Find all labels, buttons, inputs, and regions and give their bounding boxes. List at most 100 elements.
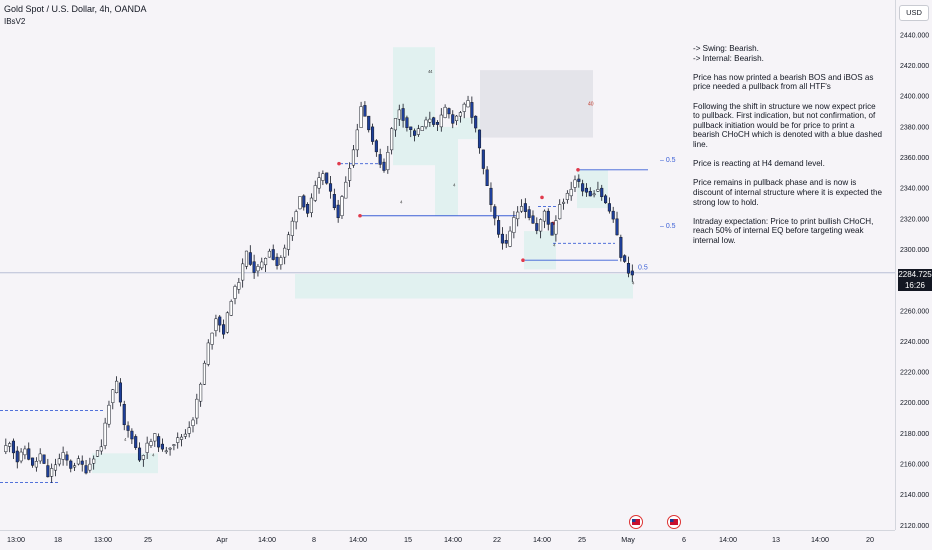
candle-body [279, 257, 283, 266]
economic-event-icon[interactable] [667, 515, 681, 529]
candle-body [351, 149, 355, 166]
candle-body [332, 194, 336, 209]
candle-body [336, 204, 340, 219]
candle-body [497, 220, 501, 235]
candle-body [172, 444, 176, 446]
candle-body [145, 442, 149, 453]
x-tick-label: 18 [54, 535, 62, 544]
candle-body [107, 404, 111, 425]
candle-body [363, 105, 367, 117]
note-pullback: Following the shift in structure we now … [693, 101, 882, 149]
candle-body [80, 460, 84, 465]
candle-body [367, 115, 371, 131]
candle-body [115, 380, 119, 394]
candle-body [134, 436, 138, 448]
note-discount: Price remains in pullback phase and is n… [693, 178, 882, 207]
candle-body [416, 128, 420, 135]
candle-body [561, 201, 566, 204]
candle-body [592, 193, 596, 196]
y-tick-label: 2220.000 [900, 370, 929, 377]
candle-body [11, 440, 16, 454]
candle-body [401, 108, 405, 121]
candle-body [187, 427, 191, 434]
candle-body [176, 437, 180, 443]
candle-body [290, 220, 294, 236]
candle-body [443, 106, 447, 118]
swing-pivot-dot [337, 161, 341, 166]
candle-body [485, 169, 489, 186]
candle-body [137, 447, 142, 461]
candle-body [260, 261, 264, 269]
x-tick-label: 13 [772, 535, 780, 544]
candle-body [92, 458, 96, 464]
candle-body [317, 177, 321, 189]
candle-body [359, 106, 363, 128]
supply-zone [480, 70, 593, 138]
candle-body [462, 103, 466, 112]
currency-button[interactable]: USD [899, 5, 929, 21]
candle-body [244, 250, 249, 267]
y-tick-label: 2320.000 [900, 216, 929, 223]
candle-body [325, 172, 329, 184]
x-tick-label: 25 [144, 535, 152, 544]
candle-body [451, 114, 455, 124]
candle-body [95, 450, 100, 457]
ob-count-label: 4 [152, 452, 155, 457]
demand-zone [393, 47, 435, 166]
candle-body [481, 149, 485, 169]
ob-count-label: 4 [453, 183, 456, 188]
candle-body [157, 436, 161, 448]
candle-body [225, 312, 229, 333]
candle-body [122, 404, 126, 426]
x-tick-label: Apr [216, 535, 228, 544]
us-flag-canton [632, 519, 636, 522]
candle-body [581, 183, 585, 192]
y-tick-label: 2300.000 [900, 247, 929, 254]
candle-body [57, 458, 61, 465]
candle-body [447, 108, 451, 115]
candle-body [523, 203, 527, 212]
last-price-value: 2284.725 [898, 270, 932, 279]
us-flag-stripes [670, 519, 678, 525]
candle-body [393, 118, 398, 131]
y-tick-label: 2160.000 [900, 462, 929, 469]
candle-body [386, 152, 390, 171]
candle-body [309, 197, 313, 213]
candle-body [214, 318, 218, 331]
candle-body [302, 195, 306, 208]
candle-body [168, 447, 172, 450]
candle-body [420, 126, 424, 131]
candle-body [439, 114, 443, 128]
x-tick-label: 13:00 [7, 535, 25, 544]
candle-body [275, 256, 279, 266]
candle-body [519, 206, 524, 212]
candle-body [565, 193, 569, 200]
candle-body [504, 240, 508, 244]
candle-body [626, 263, 631, 274]
candle-body [546, 210, 550, 225]
candle-body [50, 468, 54, 477]
candle-body [19, 451, 23, 462]
candle-body [306, 204, 310, 214]
candle-body [569, 189, 573, 197]
candle-body [554, 220, 558, 235]
x-tick-label: 13:00 [94, 535, 112, 544]
x-tick-label: 14:00 [349, 535, 367, 544]
candle-body [344, 181, 348, 199]
candle-body [65, 454, 69, 461]
candle-body [202, 362, 207, 385]
candle-body [126, 425, 130, 431]
demand-zone [295, 273, 633, 299]
y-tick-label: 2420.000 [900, 63, 929, 70]
y-tick-label: 2380.000 [900, 124, 929, 131]
y-tick-label: 2360.000 [900, 155, 929, 162]
candle-body [489, 187, 493, 205]
candle-body [164, 450, 168, 453]
candle-body [382, 161, 386, 171]
candle-body [283, 247, 287, 258]
economic-event-icon[interactable] [629, 515, 643, 529]
bar-countdown: 16:26 [904, 280, 926, 290]
candle-body [424, 119, 428, 128]
indicator-name[interactable]: IBsV2 [4, 17, 26, 26]
